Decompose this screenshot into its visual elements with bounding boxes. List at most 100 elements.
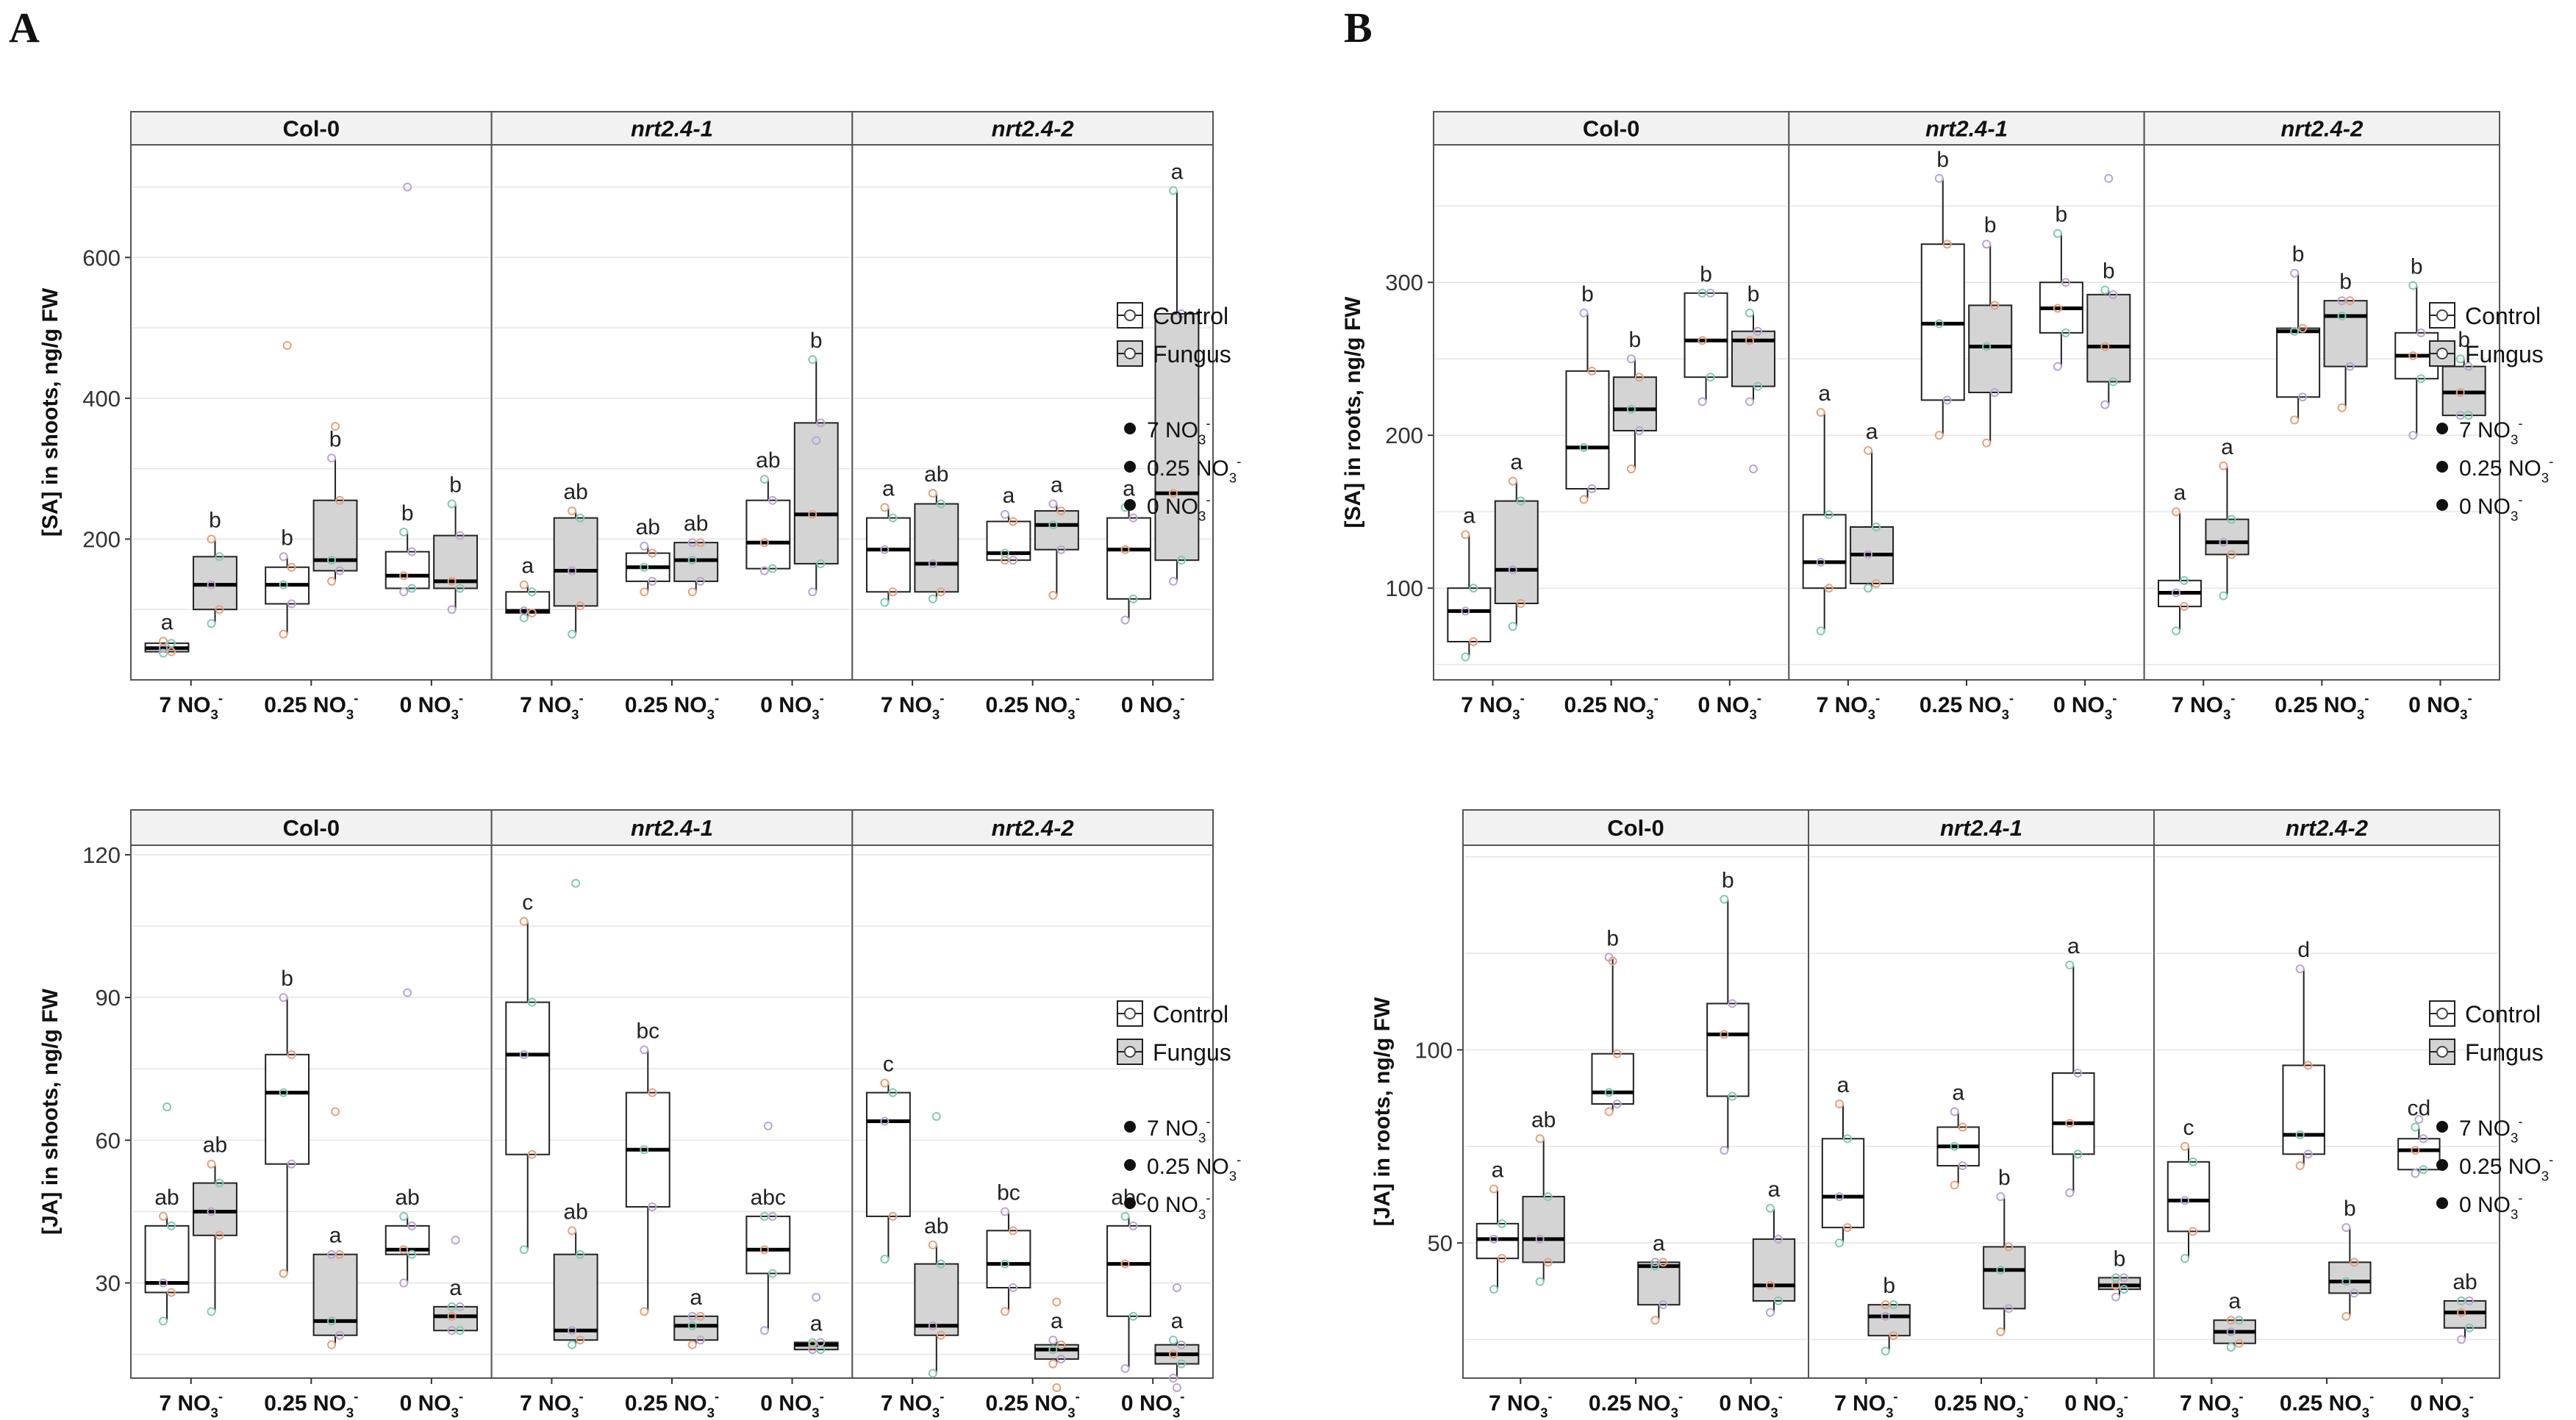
data-point	[1950, 1141, 1959, 1151]
significance-letter: a	[1051, 473, 1063, 498]
outlier-point	[2104, 173, 2114, 183]
data-point	[640, 587, 649, 597]
data-point	[159, 1316, 168, 1326]
data-point	[1056, 545, 1066, 554]
legend-dot	[1124, 1197, 1136, 1209]
legend-dot	[2436, 423, 2448, 434]
outlier-point	[162, 1102, 172, 1112]
data-point	[1864, 446, 1873, 455]
legend-dot	[2436, 1197, 2448, 1209]
data-point	[1000, 1259, 1009, 1269]
box-fungus: a	[433, 1276, 479, 1335]
box-fungus: a	[793, 1311, 839, 1355]
facet-panel	[1788, 144, 2145, 681]
data-point	[519, 1245, 529, 1255]
data-point	[1626, 464, 1636, 473]
data-point	[640, 1045, 649, 1055]
data-point	[888, 1088, 898, 1097]
facet-title: nrt2.4-2	[2286, 815, 2368, 841]
data-point	[1824, 510, 1833, 520]
significance-letter: b	[2339, 270, 2352, 294]
significance-letter: b	[1606, 926, 1619, 950]
facet-title: nrt2.4-2	[992, 815, 1074, 841]
data-point	[648, 576, 657, 586]
outlier-point	[331, 1107, 340, 1116]
box-fungus: a	[2213, 1289, 2256, 1352]
x-tick-label: 0 NO3-	[2408, 690, 2472, 722]
data-point	[1864, 550, 1873, 559]
significance-letter: a	[521, 554, 534, 578]
x-tick-label: 7 NO3-	[1489, 1388, 1553, 1420]
legend-dot	[1124, 499, 1136, 511]
data-point	[1766, 1308, 1775, 1317]
outlier-point	[931, 1111, 941, 1121]
data-point	[759, 1326, 769, 1335]
data-point	[519, 580, 529, 589]
data-point	[2065, 1188, 2075, 1197]
data-point	[1843, 1223, 1852, 1233]
data-point	[2111, 1273, 2120, 1283]
data-point	[207, 580, 216, 589]
data-point	[1543, 1258, 1553, 1267]
box-body	[2167, 1161, 2211, 1233]
data-point	[1634, 426, 1644, 435]
significance-letter: ab	[154, 1186, 179, 1210]
box-fungus: b	[2441, 328, 2486, 420]
data-point	[2464, 411, 2473, 420]
x-tick-label: 0 NO3-	[1719, 1388, 1783, 1420]
data-point	[1535, 1134, 1545, 1144]
data-point	[759, 566, 769, 575]
data-point	[1990, 387, 2000, 397]
box-fungus: a	[1034, 1309, 1079, 1369]
data-point	[2455, 354, 2465, 364]
data-point	[1176, 309, 1186, 318]
significance-letter: b	[2344, 1197, 2356, 1221]
box-control: b	[1591, 926, 1634, 1116]
facet-title: nrt2.4-2	[992, 116, 1074, 142]
data-point	[447, 1311, 457, 1321]
y-axis-title: [SA] in shoots, ng/g FW	[38, 287, 62, 537]
box-fungus: a	[1154, 1309, 1200, 1383]
data-point	[1659, 1300, 1668, 1310]
data-point	[2303, 1150, 2313, 1159]
facet-title: nrt2.4-1	[1925, 116, 2008, 142]
data-point	[1176, 1359, 1186, 1369]
data-point	[576, 513, 585, 523]
facet-panel	[490, 845, 854, 1379]
data-point	[768, 1269, 777, 1278]
data-point	[1604, 1088, 1614, 1097]
box-body	[1983, 1246, 2026, 1310]
box-control: b	[2039, 203, 2083, 371]
data-point	[2053, 362, 2062, 371]
box-control: a	[144, 610, 190, 658]
data-point	[880, 1255, 890, 1264]
data-point	[207, 1159, 216, 1169]
box-body	[1106, 517, 1151, 600]
data-point	[287, 1050, 296, 1059]
data-point	[1056, 1355, 1066, 1364]
facet-title: nrt2.4-2	[2280, 116, 2363, 142]
data-point	[1982, 438, 1992, 448]
facet-nrt2-4-2: nrt2.4-2 7 NO3- a a 0.25 NO3- b b 0 NO3- b b	[2143, 111, 2501, 722]
box-control: bc	[986, 1180, 1031, 1316]
significance-letter: a	[1952, 1081, 1964, 1105]
box-fungus: ab	[193, 1133, 237, 1316]
box-fungus: b	[193, 508, 237, 628]
data-point	[1000, 548, 1009, 558]
data-point	[1056, 506, 1066, 516]
data-point	[687, 1311, 697, 1321]
data-point	[1048, 1335, 1058, 1345]
facet-strip	[2153, 809, 2500, 846]
data-point	[399, 1211, 409, 1221]
significance-letter: b	[1998, 1166, 2011, 1190]
box-control: a	[2052, 934, 2095, 1197]
data-point	[1469, 637, 1478, 646]
legend-label-nitrate: 0.25 NO3-	[2459, 1152, 2553, 1184]
legend-dot	[1124, 461, 1136, 473]
data-point	[167, 647, 176, 656]
facet-title: Col-0	[283, 116, 340, 142]
box-fungus: a	[1154, 159, 1200, 586]
significance-letter: ab	[563, 1200, 587, 1224]
y-tick-label: 100	[1385, 575, 1423, 601]
data-point	[2053, 229, 2062, 238]
